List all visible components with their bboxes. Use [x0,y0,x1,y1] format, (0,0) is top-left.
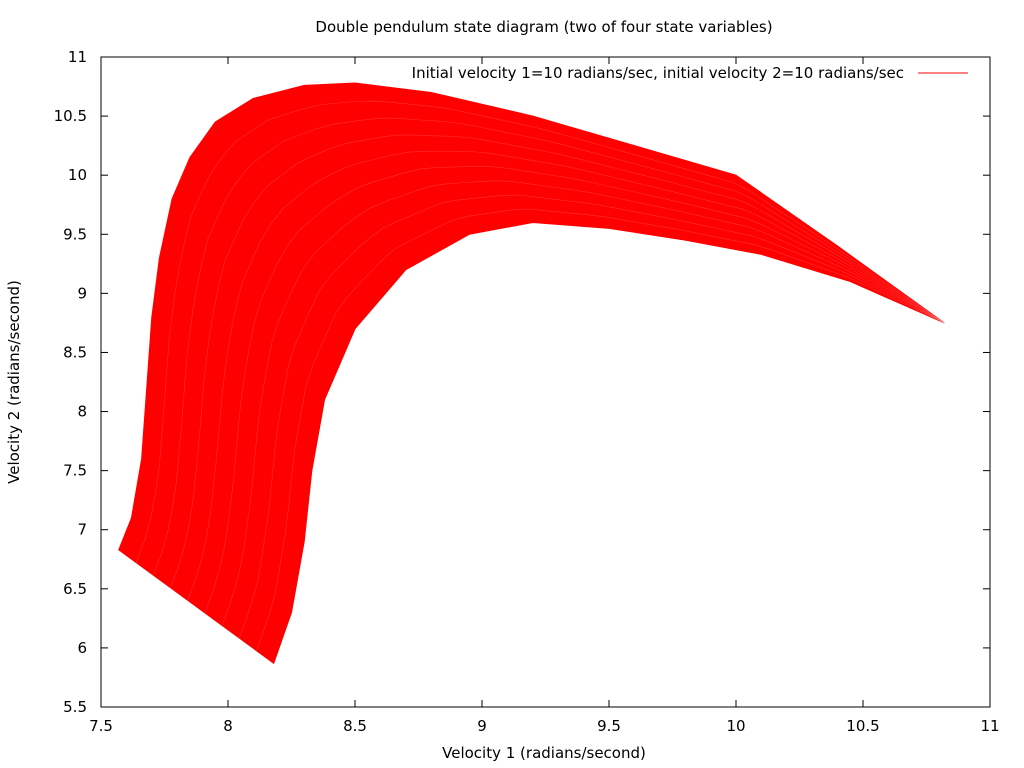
x-tick-labels: 7.5 8 8.5 9 9.5 10 10.5 11 [89,717,999,735]
x-tick-label: 11 [980,717,999,735]
x-tick-label: 10 [726,717,745,735]
y-tick-label: 5.5 [63,698,87,716]
trajectory-strand [204,166,945,613]
y-tick-label: 8 [77,403,87,421]
trajectory-strand [256,208,945,651]
x-tick-label: 8 [223,717,233,735]
chart-title: Double pendulum state diagram (two of fo… [315,18,772,36]
y-tick-label: 10.5 [54,107,87,125]
y-tick-labels: 5.5 6 6.5 7 7.5 8 8.5 9 9.5 10 10.5 11 [54,48,87,716]
y-tick-label: 6.5 [63,580,87,598]
x-axis-title: Velocity 1 (radians/second) [442,744,646,762]
trajectory-strand [187,151,945,601]
legend-label: Initial velocity 1=10 radians/sec, initi… [412,64,904,82]
tick-marks [100,56,991,708]
y-tick-label: 11 [68,48,87,66]
y-tick-label: 10 [68,166,87,184]
trajectory-strand [221,180,945,626]
y-tick-label: 7.5 [63,462,87,480]
trajectory-strand [152,117,945,576]
x-tick-label: 10.5 [846,717,879,735]
legend: Initial velocity 1=10 radians/sec, initi… [412,64,968,82]
y-tick-label: 9 [77,284,87,302]
trajectory-strand [135,100,945,563]
plot-area: 7.5 8 8.5 9 9.5 10 10.5 11 5.5 6 6.5 7 7.5 8 8.5 9 9.5 1… [54,48,1000,735]
y-tick-label: 9.5 [63,225,87,243]
trajectory-strand [239,194,945,639]
y-axis-title: Velocity 2 (radians/second) [5,280,23,484]
x-tick-label: 9.5 [597,717,621,735]
y-tick-label: 8.5 [63,343,87,361]
y-tick-label: 7 [77,521,87,539]
x-tick-label: 7.5 [89,717,113,735]
y-tick-label: 6 [77,639,87,657]
x-tick-label: 8.5 [343,717,367,735]
trajectory-strand [170,134,945,588]
plot-frame [100,56,991,708]
trajectory-band [118,82,945,665]
x-tick-label: 9 [477,717,487,735]
data-layer [118,82,945,665]
